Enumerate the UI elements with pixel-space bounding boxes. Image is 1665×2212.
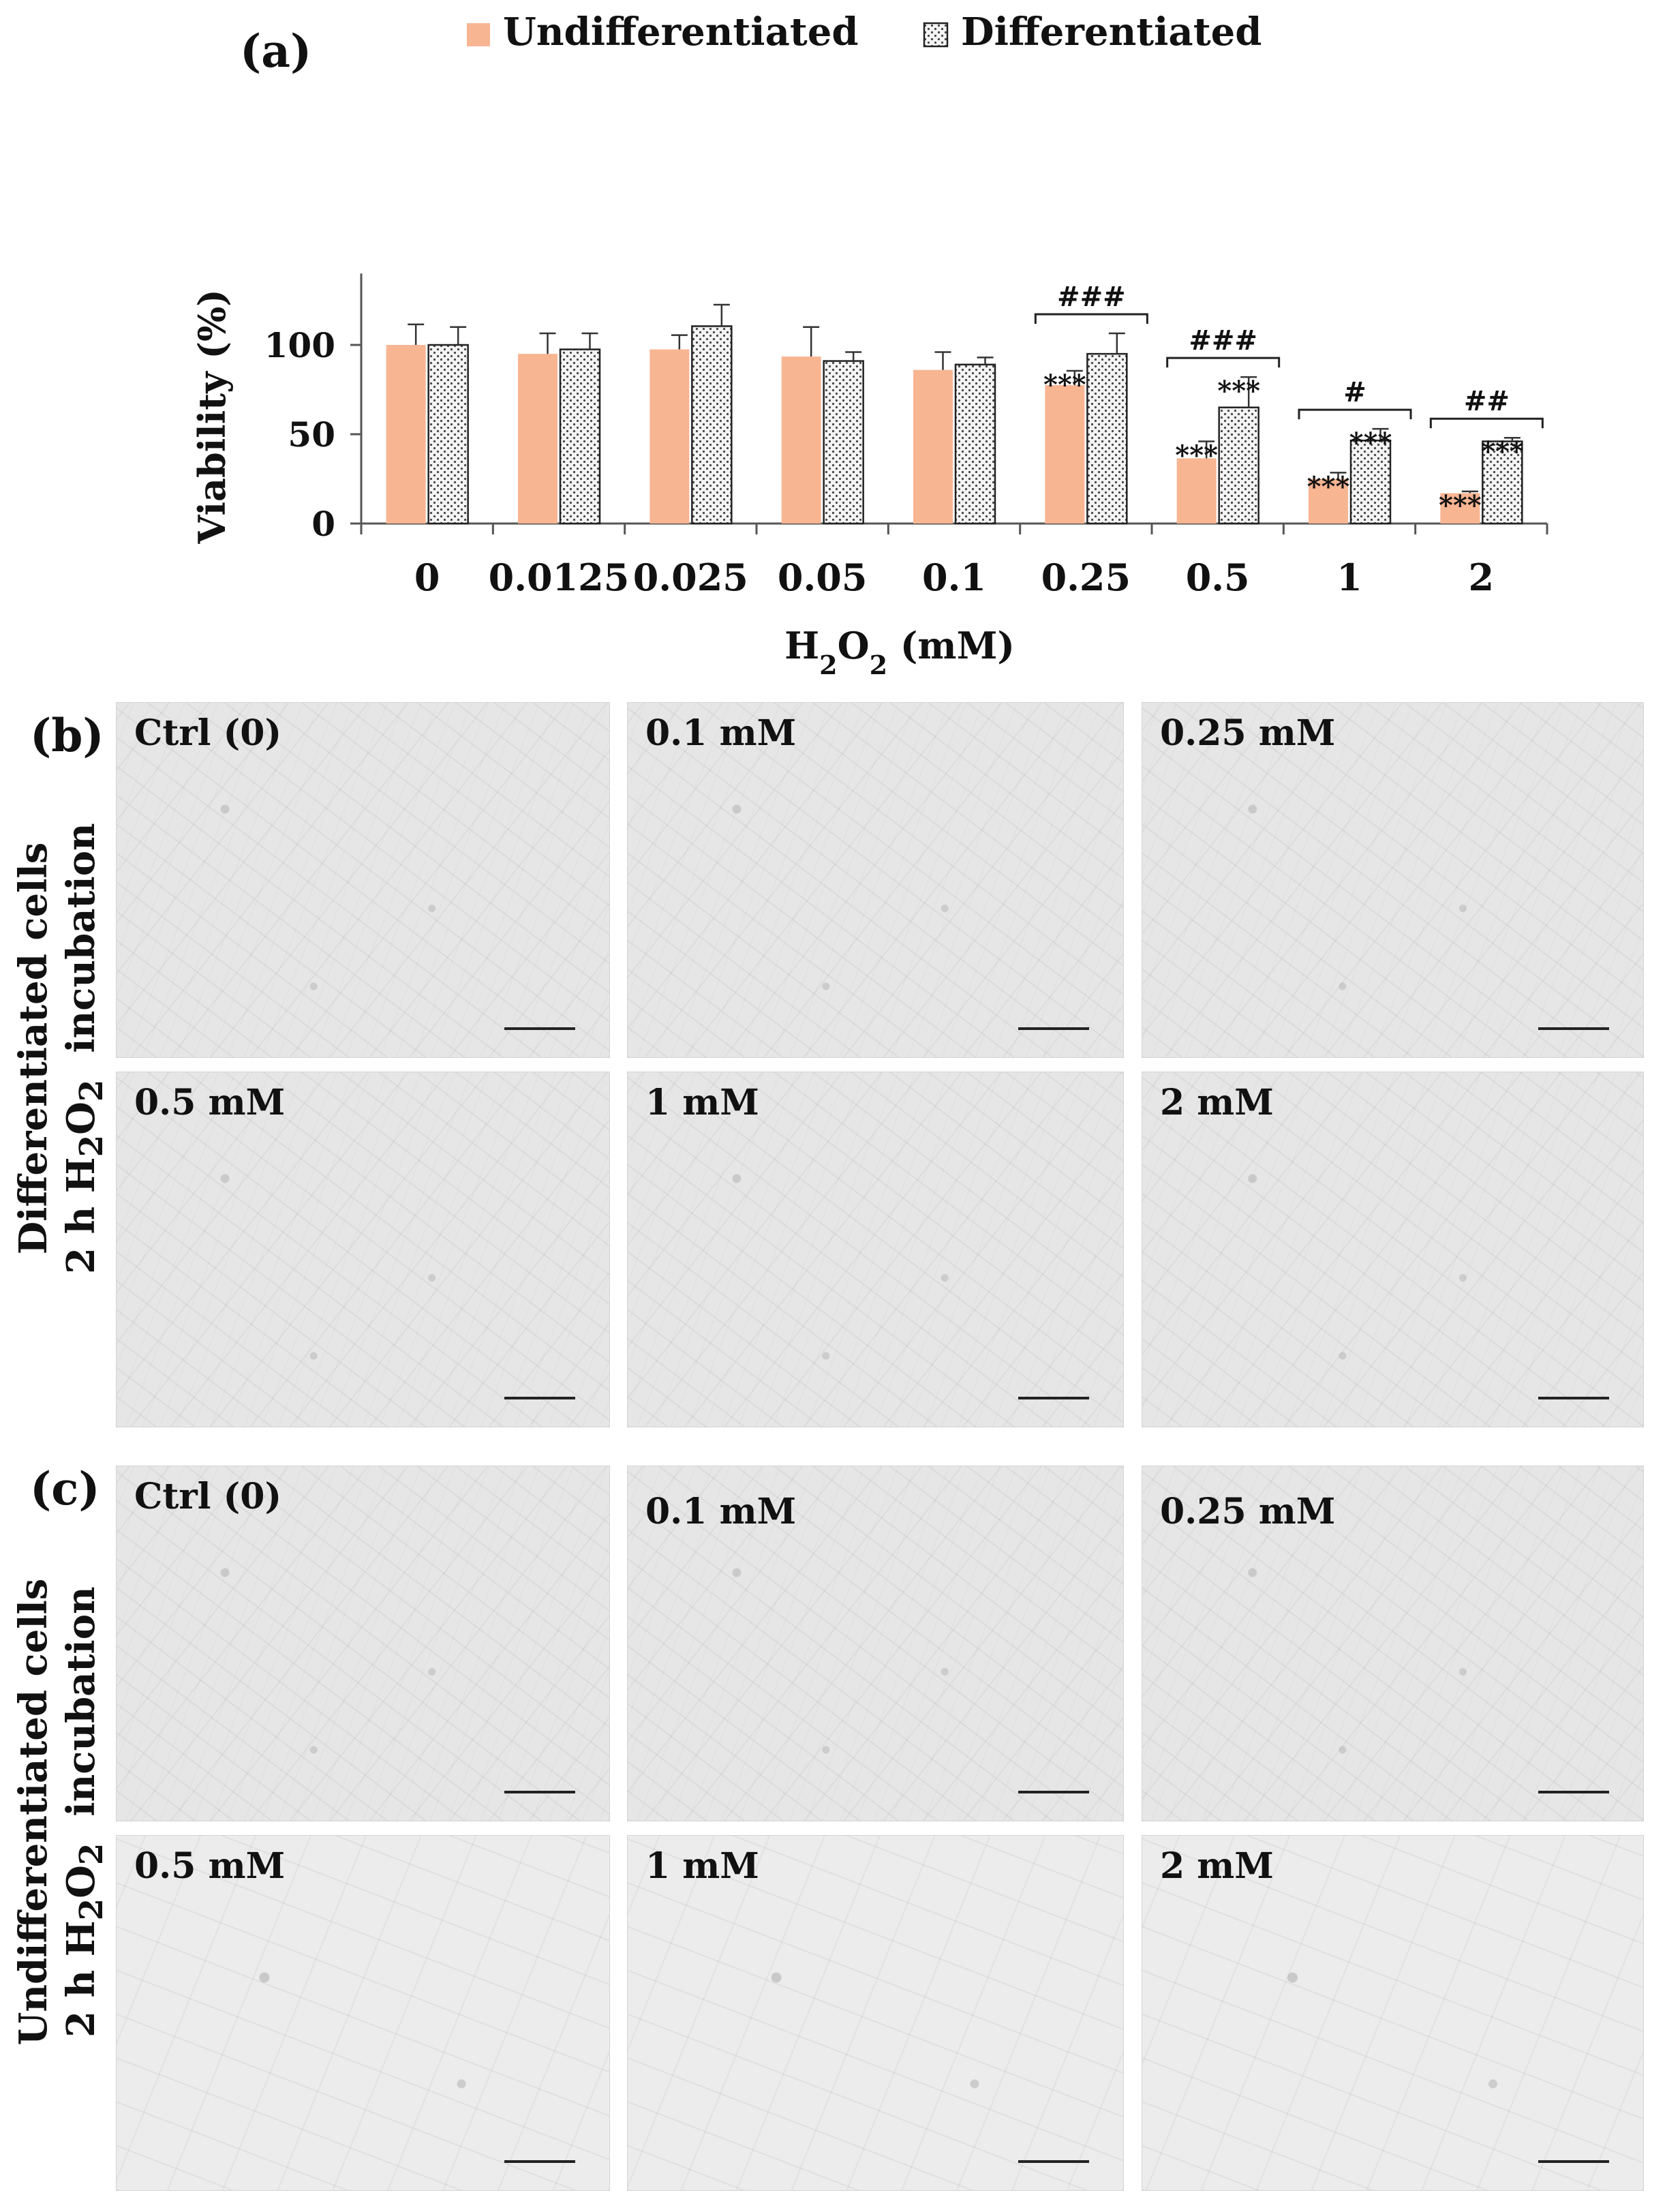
significance-between: ### bbox=[1057, 281, 1126, 313]
significance-between: # bbox=[1343, 376, 1366, 408]
significance-between: ## bbox=[1464, 385, 1510, 417]
y-axis-label: Viability (%) bbox=[190, 289, 234, 544]
micrograph-differentiated-0-5mM: 0.5 mM bbox=[116, 1072, 610, 1427]
scale-bar bbox=[1018, 1397, 1089, 1399]
x-tick-label: 1 bbox=[1336, 556, 1362, 599]
micrograph-differentiated-0-1mM: 0.1 mM bbox=[627, 702, 1124, 1058]
significance-undifferentiated: *** bbox=[1307, 470, 1350, 502]
y-tick-label: 50 bbox=[288, 414, 335, 455]
bar-differentiated bbox=[691, 325, 733, 525]
micrograph-undifferentiated-2mM: 2 mM bbox=[1142, 1835, 1644, 2191]
bar-differentiated bbox=[1349, 439, 1392, 525]
bar-differentiated bbox=[954, 363, 996, 525]
scale-bar bbox=[1538, 2160, 1609, 2163]
scale-bar bbox=[504, 1791, 575, 1793]
micrograph-label: 0.1 mM bbox=[645, 1491, 797, 1532]
micrograph-label: 1 mM bbox=[645, 1845, 759, 1887]
scale-bar bbox=[1018, 1791, 1089, 1793]
undifferentiated-side-label-line2: 2 h H2O2 incubation bbox=[58, 1586, 111, 2037]
micrograph-differentiated-0-25mM: 0.25 mM bbox=[1142, 702, 1644, 1058]
y-tick-label: 0 bbox=[311, 504, 335, 544]
panel-c-label: (c) bbox=[30, 1462, 100, 1515]
micrograph-label: 2 mM bbox=[1160, 1845, 1274, 1887]
x-axis-label: H2O2 (mM) bbox=[784, 624, 1015, 680]
significance-undifferentiated: *** bbox=[1043, 369, 1086, 401]
bar-undifferentiated bbox=[518, 354, 557, 524]
significance-bracket bbox=[1429, 417, 1544, 429]
x-tick-label: 0.5 bbox=[1186, 556, 1250, 599]
micrograph-undifferentiated-0-5mM: 0.5 mM bbox=[116, 1835, 610, 2191]
differentiated-side-label-line2: 2 h H2O2 incubation bbox=[58, 823, 111, 1274]
scale-bar bbox=[504, 2160, 575, 2163]
x-tick-label: 0.0125 bbox=[489, 556, 630, 599]
panel-b-label: (b) bbox=[30, 709, 104, 762]
x-tick-label: 0.25 bbox=[1041, 556, 1131, 599]
significance-undifferentiated: *** bbox=[1439, 489, 1482, 521]
bar-undifferentiated bbox=[1176, 458, 1217, 524]
x-tick-label: 0.1 bbox=[922, 556, 986, 599]
micrograph-label: 1 mM bbox=[645, 1082, 759, 1123]
scale-bar bbox=[504, 1027, 575, 1030]
bar-differentiated bbox=[1218, 406, 1259, 525]
scale-bar bbox=[1538, 1397, 1609, 1399]
micrograph-label: 0.5 mM bbox=[134, 1082, 286, 1123]
x-tick-label: 0 bbox=[414, 556, 440, 599]
undifferentiated-side-label-line1: Undifferentiated cells bbox=[10, 1578, 56, 2046]
micrograph-undifferentiated-ctrl: Ctrl (0) bbox=[116, 1466, 610, 1821]
y-tick-label: 100 bbox=[264, 325, 335, 365]
bar-differentiated bbox=[823, 360, 864, 525]
differentiated-side-label-line1: Differentiated cells bbox=[10, 842, 56, 1255]
scale-bar bbox=[504, 1397, 575, 1399]
legend-label-differentiated: Differentiated bbox=[961, 10, 1262, 55]
significance-bracket bbox=[1298, 408, 1412, 420]
significance-bracket bbox=[1034, 313, 1148, 324]
x-tick-label: 2 bbox=[1469, 556, 1495, 599]
panel-a-label: (a) bbox=[240, 25, 312, 78]
scale-bar bbox=[1538, 1791, 1609, 1793]
micrograph-undifferentiated-1mM: 1 mM bbox=[627, 1835, 1124, 2191]
bar-undifferentiated bbox=[650, 349, 690, 524]
micrograph-label: 2 mM bbox=[1160, 1082, 1274, 1123]
x-tick-label: 0.05 bbox=[778, 556, 868, 599]
micrograph-label: Ctrl (0) bbox=[134, 712, 282, 754]
undifferentiated-side-label: Undifferentiated cells 2 h H2O2 incubati… bbox=[10, 1437, 116, 2187]
micrograph-differentiated-1mM: 1 mM bbox=[627, 1072, 1124, 1427]
significance-differentiated: *** bbox=[1481, 436, 1524, 468]
bar-differentiated bbox=[559, 348, 601, 525]
micrograph-label: 0.25 mM bbox=[1160, 712, 1336, 754]
micrograph-undifferentiated-0-25mM: 0.25 mM bbox=[1142, 1466, 1644, 1821]
micrograph-differentiated-ctrl: Ctrl (0) bbox=[116, 702, 610, 1058]
bar-undifferentiated bbox=[1309, 479, 1348, 524]
bar-undifferentiated bbox=[781, 357, 821, 524]
legend-swatch-differentiated bbox=[923, 22, 949, 48]
legend-swatch-undifferentiated bbox=[467, 23, 490, 46]
micrograph-undifferentiated-0-1mM: 0.1 mM bbox=[627, 1466, 1124, 1821]
bar-differentiated bbox=[1086, 352, 1128, 525]
scale-bar bbox=[1018, 2160, 1089, 2163]
micrograph-differentiated-2mM: 2 mM bbox=[1142, 1072, 1644, 1427]
significance-differentiated: *** bbox=[1217, 375, 1260, 407]
scale-bar bbox=[1538, 1027, 1609, 1030]
significance-undifferentiated: *** bbox=[1175, 439, 1218, 471]
bar-undifferentiated bbox=[1440, 493, 1480, 524]
significance-between: ### bbox=[1189, 324, 1257, 357]
significance-differentiated: *** bbox=[1349, 427, 1392, 459]
legend-label-undifferentiated: Undifferentiated bbox=[503, 10, 859, 55]
bar-undifferentiated bbox=[913, 369, 953, 524]
significance-bracket bbox=[1166, 357, 1281, 368]
micrograph-label: Ctrl (0) bbox=[134, 1476, 282, 1517]
micrograph-label: 0.1 mM bbox=[645, 712, 797, 754]
bar-differentiated bbox=[427, 344, 469, 525]
bar-undifferentiated bbox=[1045, 384, 1085, 524]
micrograph-label: 0.25 mM bbox=[1160, 1491, 1336, 1532]
bar-differentiated bbox=[1482, 440, 1523, 525]
scale-bar bbox=[1018, 1027, 1089, 1030]
micrograph-label: 0.5 mM bbox=[134, 1845, 286, 1887]
x-tick-label: 0.025 bbox=[633, 556, 748, 599]
bar-undifferentiated bbox=[386, 345, 426, 524]
differentiated-side-label: Differentiated cells 2 h H2O2 incubation bbox=[10, 673, 116, 1423]
